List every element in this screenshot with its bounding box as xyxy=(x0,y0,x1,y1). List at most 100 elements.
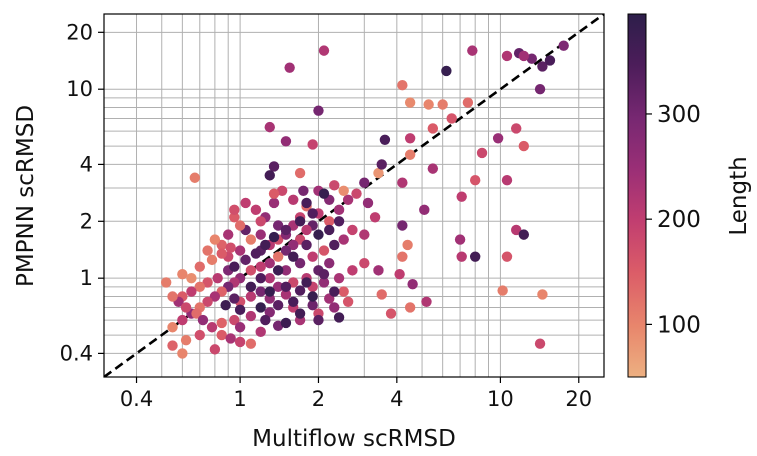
scatter-point xyxy=(427,163,439,174)
x-axis-title: Multiflow scRMSD xyxy=(252,426,456,452)
scatter-point xyxy=(160,277,172,288)
scatter-point xyxy=(229,314,240,326)
scatter-point xyxy=(469,174,481,186)
y-tick-label: 4 xyxy=(80,152,93,176)
scatter-point xyxy=(404,149,416,160)
scatter-point xyxy=(338,286,349,297)
scatter-point xyxy=(255,261,266,272)
scatter-point xyxy=(280,245,292,256)
scatter-point xyxy=(280,317,292,329)
scatter-point xyxy=(518,229,530,240)
scatter-point xyxy=(467,45,478,56)
scatter-point xyxy=(229,212,240,223)
scatter-point xyxy=(209,344,221,355)
scatter-point xyxy=(518,140,530,152)
scatter-point xyxy=(272,265,284,276)
scatter-point xyxy=(329,286,340,297)
scatter-point xyxy=(558,40,569,51)
scatter-point xyxy=(307,251,318,262)
scatter-point xyxy=(394,268,405,280)
scatter-point xyxy=(276,185,288,197)
scatter-point xyxy=(298,185,309,197)
scatter-point xyxy=(194,261,205,272)
scatter-point xyxy=(526,53,538,64)
x-tick-label: 1 xyxy=(233,387,246,411)
scatter-point xyxy=(264,258,275,269)
y-tick-label: 1 xyxy=(80,266,93,290)
scatter-point xyxy=(318,268,330,280)
scatter-point xyxy=(347,265,358,276)
scatter-point xyxy=(427,123,439,134)
y-tick-label: 2 xyxy=(80,209,93,233)
scatter-point xyxy=(537,289,548,300)
scatter-point xyxy=(272,299,284,311)
scatter-point xyxy=(313,314,324,326)
scatter-point xyxy=(240,254,251,266)
scatter-point xyxy=(245,310,257,322)
scatter-point xyxy=(294,308,306,319)
scatter-point xyxy=(180,334,192,346)
colorbar xyxy=(627,13,647,378)
scatter-point xyxy=(245,265,257,276)
scatter-point xyxy=(191,308,202,319)
scatter-point xyxy=(272,281,284,293)
scatter-point xyxy=(245,234,257,245)
scatter-point xyxy=(342,296,354,307)
scatter-point xyxy=(250,204,262,216)
scatter-point xyxy=(280,281,292,293)
scatter-point xyxy=(216,329,227,341)
scatter-point xyxy=(234,304,246,316)
scatter-point xyxy=(280,136,292,147)
scatter-point xyxy=(404,302,416,313)
scatter-point xyxy=(501,174,513,186)
scatter-point xyxy=(167,291,178,302)
scatter-point xyxy=(268,188,280,199)
scatter-point xyxy=(324,224,335,236)
scatter-point xyxy=(194,281,205,293)
scatter-point xyxy=(202,296,213,307)
scatter-point xyxy=(359,229,370,240)
colorbar-title: Length xyxy=(726,156,752,235)
scatter-point xyxy=(373,265,384,276)
scatter-point xyxy=(288,296,299,307)
y-tick-label: 20 xyxy=(66,20,93,44)
scatter-point xyxy=(301,277,312,288)
scatter-point xyxy=(255,302,266,313)
scatter-point xyxy=(220,299,231,311)
x-tick-label: 2 xyxy=(312,387,325,411)
scatter-point xyxy=(264,272,275,284)
scatter-point xyxy=(544,55,556,66)
scatter-point xyxy=(209,291,221,302)
scatter-point xyxy=(307,139,318,150)
scatter-point xyxy=(264,286,275,297)
scatter-point xyxy=(313,105,324,116)
scatter-point xyxy=(421,296,432,307)
plot-frame xyxy=(103,13,605,378)
scatter-point xyxy=(229,293,240,304)
scatter-point xyxy=(264,170,275,181)
scatter-point xyxy=(212,272,223,284)
scatter-point xyxy=(216,248,227,259)
scatter-point xyxy=(177,268,188,280)
scatter-point xyxy=(318,188,330,199)
scatter-point xyxy=(318,45,330,56)
scatter-point xyxy=(333,272,345,284)
scatter-point xyxy=(329,239,340,251)
scatter-point xyxy=(234,245,246,256)
scatter-point xyxy=(255,229,266,240)
scatter-point xyxy=(379,134,391,145)
scatter-point xyxy=(245,338,257,349)
scatter-point xyxy=(511,123,522,134)
scatter-point xyxy=(186,286,197,297)
scatter-point xyxy=(197,314,209,326)
grid-lines xyxy=(103,14,604,378)
y-axis-ticks: 0.4 1 2 4 10 20 xyxy=(60,20,104,365)
scatter-point xyxy=(186,272,197,284)
scatter-point xyxy=(456,191,467,202)
scatter-point xyxy=(301,239,312,251)
scatter-point xyxy=(234,336,246,348)
scatter-point xyxy=(255,216,266,227)
scatter-point xyxy=(268,161,280,172)
scatter-point xyxy=(333,204,345,216)
